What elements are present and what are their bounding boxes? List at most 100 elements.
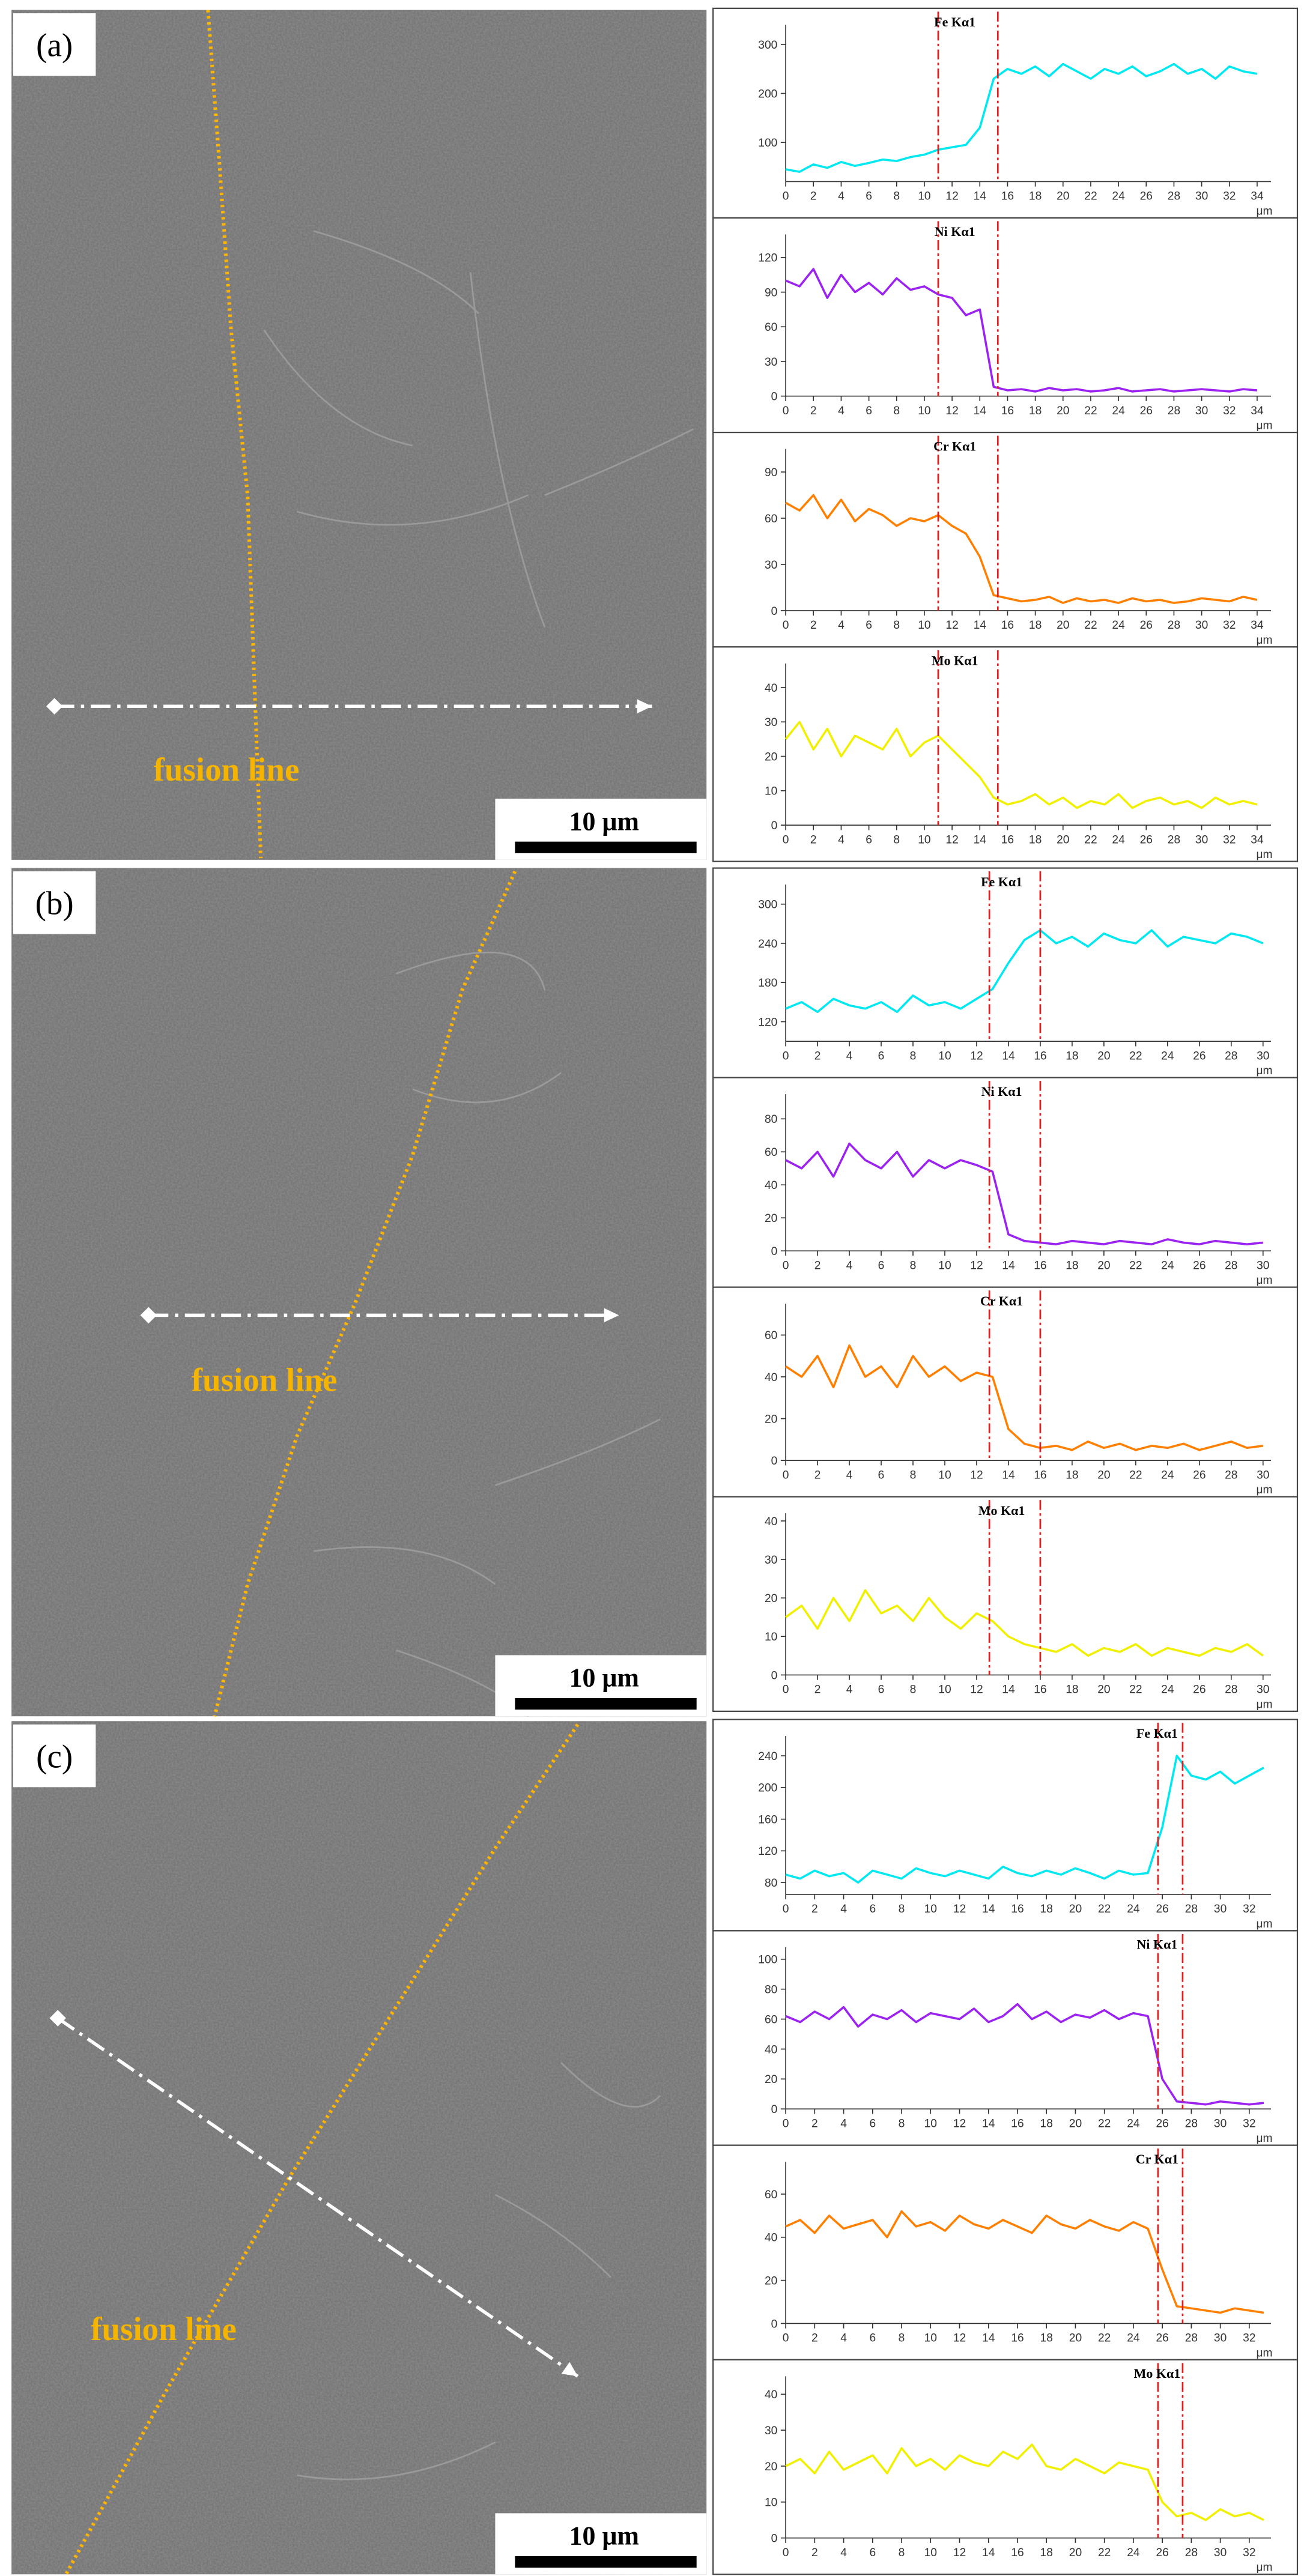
y-tick-label: 200	[758, 88, 777, 100]
x-tick-label: 2	[810, 190, 817, 203]
x-tick-label: 34	[1251, 833, 1264, 846]
x-tick-label: 26	[1193, 1050, 1205, 1062]
panel-label-box	[13, 1724, 96, 1788]
x-tick-label: 4	[840, 1903, 847, 1915]
x-tick-label: 24	[1127, 2332, 1140, 2345]
x-tick-label: 10	[924, 2332, 937, 2345]
y-tick-label: 0	[771, 391, 778, 404]
panel-label: (a)	[36, 27, 73, 64]
y-tick-label: 300	[758, 39, 777, 52]
chart-title: Mo Kα1	[932, 653, 978, 668]
arrow-head	[561, 2362, 578, 2377]
chart-title: Cr Kα1	[933, 438, 976, 453]
x-tick-label: 26	[1140, 619, 1153, 632]
x-tick-label: 12	[945, 405, 958, 417]
grain-boundary	[263, 230, 694, 627]
panel-label-box	[13, 871, 96, 934]
x-axis-label: μm	[1256, 1484, 1272, 1496]
x-tick-label: 6	[866, 190, 872, 203]
arrow-head	[604, 1308, 619, 1323]
y-tick-label: 60	[765, 1146, 777, 1159]
x-tick-label: 32	[1243, 2332, 1255, 2345]
scan-line	[784, 721, 1258, 809]
x-tick-label: 16	[1011, 2547, 1023, 2559]
y-tick-label: 20	[765, 2073, 777, 2086]
y-tick-label: 10	[765, 2497, 777, 2509]
x-tick-label: 28	[1185, 2117, 1198, 2130]
y-tick-label: 160	[758, 1813, 777, 1826]
x-tick-label: 14	[982, 1903, 995, 1915]
x-tick-label: 26	[1193, 1684, 1205, 1696]
x-axis-label: μm	[1256, 2132, 1272, 2145]
x-tick-label: 30	[1257, 1050, 1269, 1062]
x-axis-label: μm	[1256, 1274, 1272, 1287]
x-tick-label: 12	[945, 619, 958, 632]
x-tick-label: 8	[910, 1050, 917, 1062]
x-tick-label: 16	[1011, 2117, 1023, 2130]
x-tick-label: 2	[810, 619, 817, 632]
x-axis-label: μm	[1256, 1698, 1272, 1711]
x-tick-label: 26	[1140, 190, 1153, 203]
x-tick-label: 24	[1161, 1469, 1174, 1481]
scale-bar-label: 10 μm	[569, 1663, 639, 1693]
scan-line	[785, 1589, 1264, 1657]
x-tick-label: 0	[783, 2117, 789, 2130]
x-tick-label: 14	[1002, 1684, 1015, 1696]
x-axis-label: μm	[1256, 2347, 1272, 2359]
x-tick-label: 2	[810, 405, 817, 417]
x-tick-label: 28	[1225, 1684, 1237, 1696]
x-tick-label: 18	[1066, 1259, 1078, 1272]
y-tick-label: 20	[765, 1592, 777, 1605]
x-tick-label: 32	[1223, 619, 1236, 632]
fusion-line-label: fusion line	[154, 751, 300, 788]
y-tick-label: 90	[765, 467, 777, 479]
sem-texture	[11, 868, 707, 1717]
x-axis-label: μm	[1256, 2562, 1272, 2574]
x-tick-label: 20	[1097, 1469, 1110, 1481]
chart-frame	[712, 1286, 1299, 1498]
x-tick-label: 12	[953, 2547, 966, 2559]
x-tick-label: 18	[1066, 1469, 1078, 1481]
x-tick-label: 28	[1168, 833, 1180, 846]
x-tick-label: 2	[814, 1259, 821, 1272]
arrow-head	[637, 699, 652, 714]
x-tick-label: 18	[1029, 619, 1042, 632]
x-tick-label: 16	[1001, 405, 1014, 417]
y-tick-label: 20	[765, 751, 777, 763]
chart-frame	[712, 646, 1299, 862]
x-tick-label: 16	[1011, 1903, 1023, 1915]
scan-line	[785, 1755, 1264, 1884]
x-tick-label: 6	[878, 1259, 885, 1272]
chart-title: Fe Kα1	[981, 874, 1022, 889]
x-tick-label: 28	[1185, 1903, 1198, 1915]
x-tick-label: 16	[1011, 2332, 1023, 2345]
arrow-tail	[46, 698, 63, 715]
x-tick-label: 28	[1168, 190, 1180, 203]
y-tick-label: 40	[765, 2389, 777, 2401]
x-tick-label: 4	[838, 190, 845, 203]
x-tick-label: 8	[893, 190, 900, 203]
x-tick-label: 4	[840, 2547, 847, 2559]
panel-label-box	[13, 13, 96, 76]
chart-frame	[712, 432, 1299, 648]
x-tick-label: 4	[846, 1259, 853, 1272]
y-tick-label: 300	[758, 899, 777, 912]
x-tick-label: 22	[1129, 1684, 1142, 1696]
x-tick-label: 18	[1040, 2547, 1053, 2559]
x-tick-label: 30	[1195, 619, 1208, 632]
scan-line	[785, 62, 1258, 173]
x-tick-label: 24	[1112, 190, 1125, 203]
chart-title: Mo Kα1	[1134, 2366, 1181, 2381]
x-tick-label: 14	[974, 619, 987, 632]
x-tick-label: 32	[1223, 405, 1236, 417]
x-tick-label: 8	[899, 2117, 905, 2130]
x-tick-label: 6	[878, 1469, 885, 1481]
y-tick-label: 40	[765, 2232, 777, 2245]
x-tick-label: 24	[1112, 619, 1125, 632]
x-tick-label: 26	[1193, 1469, 1205, 1481]
y-tick-label: 60	[765, 2013, 777, 2026]
